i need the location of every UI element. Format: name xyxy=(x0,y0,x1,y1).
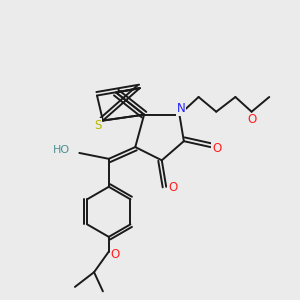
Text: O: O xyxy=(168,181,177,194)
Text: N: N xyxy=(176,102,185,115)
Text: S: S xyxy=(94,119,101,132)
Text: O: O xyxy=(212,142,221,155)
Text: O: O xyxy=(248,113,257,127)
Text: HO: HO xyxy=(53,145,70,155)
Text: O: O xyxy=(111,248,120,261)
